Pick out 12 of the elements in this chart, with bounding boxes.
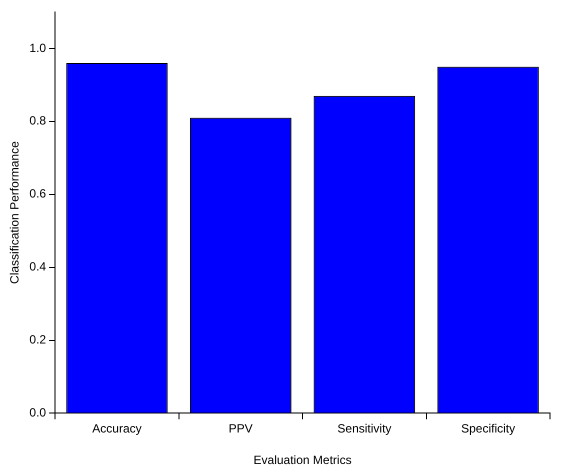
y-tick-label: 1.0 bbox=[29, 40, 46, 55]
x-tick-label: Accuracy bbox=[92, 422, 142, 436]
x-tick-label: PPV bbox=[228, 422, 253, 436]
y-tick-label: 0.2 bbox=[29, 332, 46, 347]
y-tick-label: 0.6 bbox=[29, 186, 46, 201]
y-tick-label: 0.0 bbox=[29, 406, 46, 420]
y-axis-title: Classification Performance bbox=[8, 140, 22, 284]
y-tick-label: 0.8 bbox=[29, 114, 46, 128]
x-axis-title: Evaluation Metrics bbox=[254, 453, 352, 468]
x-tick-label: Specificity bbox=[461, 422, 516, 436]
y-tick-label: 0.4 bbox=[29, 260, 46, 274]
x-tick-label: Sensitivity bbox=[337, 422, 392, 436]
